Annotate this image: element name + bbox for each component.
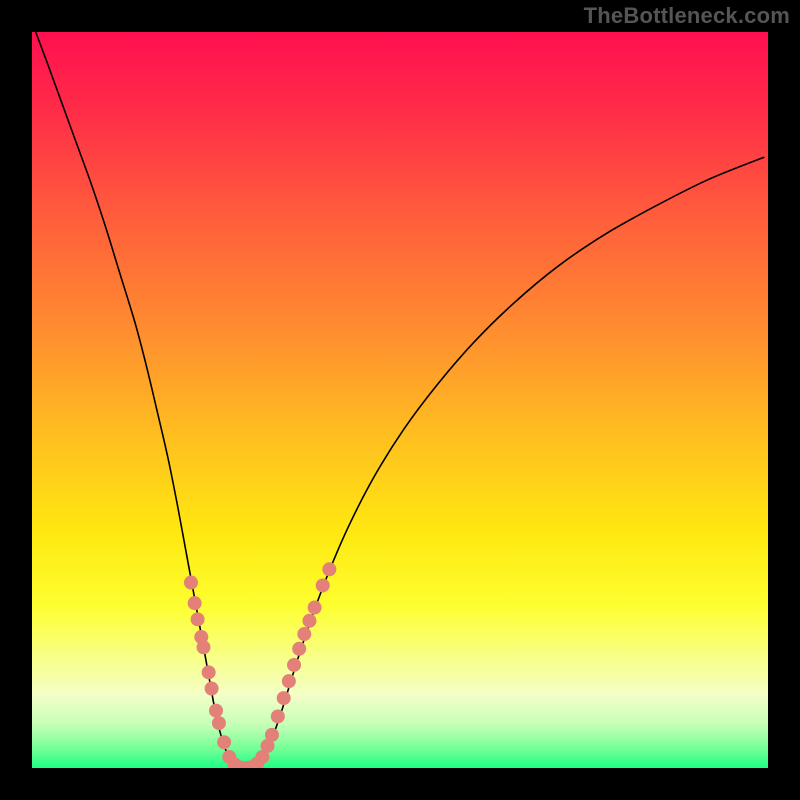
- scatter-point: [191, 612, 205, 626]
- scatter-point: [287, 658, 301, 672]
- scatter-point: [196, 640, 210, 654]
- scatter-point: [212, 716, 226, 730]
- scatter-point: [292, 642, 306, 656]
- scatter-point: [202, 665, 216, 679]
- scatter-point: [188, 596, 202, 610]
- chart-frame: TheBottleneck.com: [0, 0, 800, 800]
- scatter-point: [302, 614, 316, 628]
- scatter-point: [316, 578, 330, 592]
- watermark-text: TheBottleneck.com: [584, 3, 790, 29]
- bottleneck-chart: [0, 0, 800, 800]
- scatter-point: [184, 576, 198, 590]
- scatter-point: [277, 691, 291, 705]
- scatter-point: [217, 735, 231, 749]
- scatter-point: [297, 627, 311, 641]
- scatter-point: [209, 704, 223, 718]
- scatter-point: [271, 709, 285, 723]
- scatter-point: [205, 682, 219, 696]
- scatter-point: [308, 601, 322, 615]
- scatter-point: [282, 674, 296, 688]
- gradient-background: [32, 32, 768, 768]
- scatter-point: [322, 562, 336, 576]
- scatter-point: [265, 728, 279, 742]
